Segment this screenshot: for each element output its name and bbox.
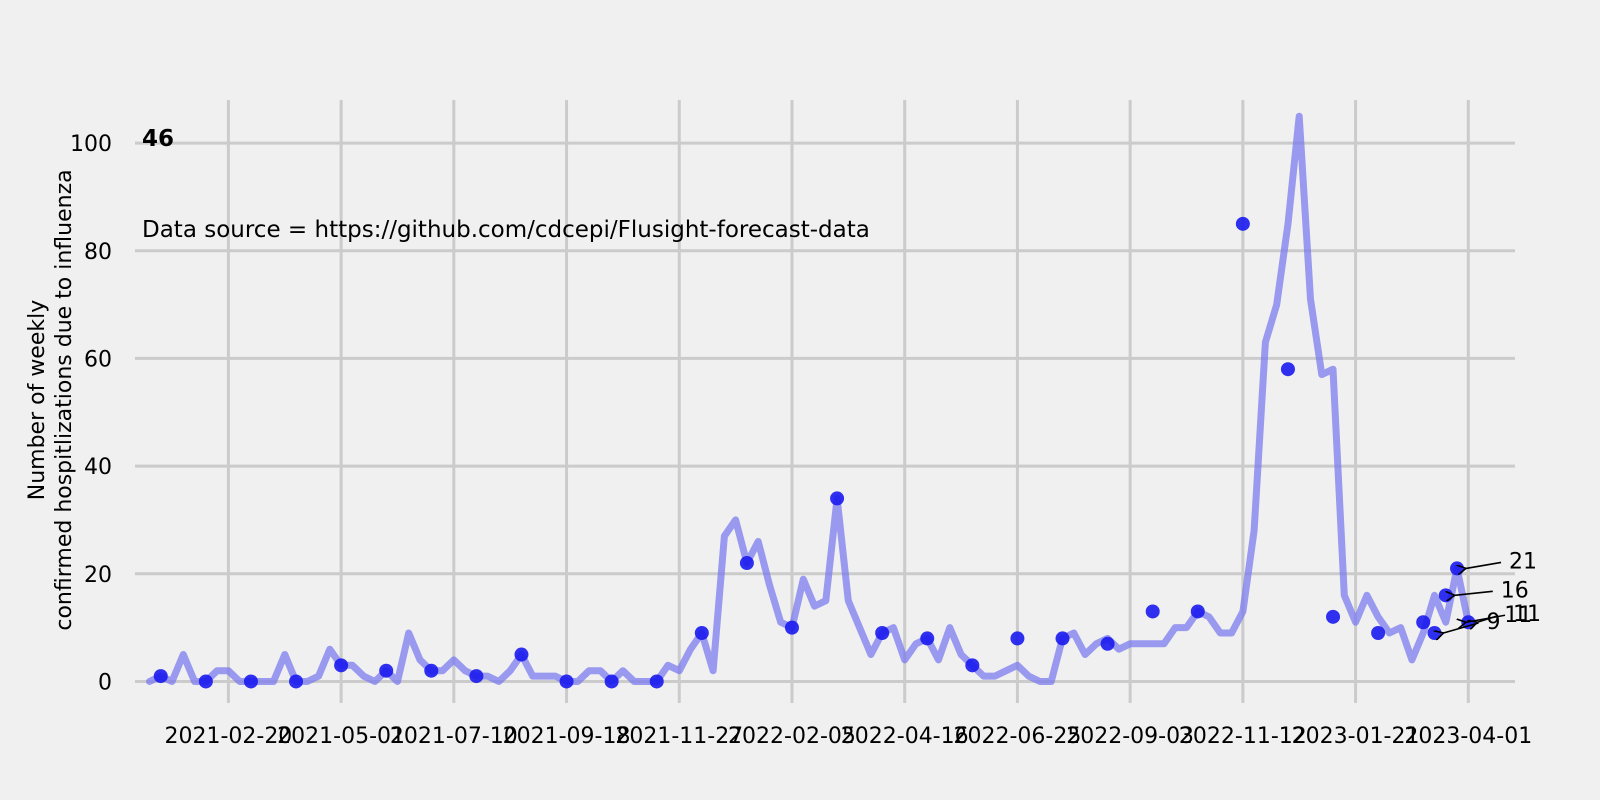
x-tick-label: 2022-04-16 — [841, 724, 969, 749]
annotation-arrow — [1443, 622, 1479, 633]
series-line — [146, 112, 1472, 685]
data-point-marker — [559, 674, 574, 689]
x-tick-label: 2022-02-05 — [728, 724, 856, 749]
annotation-arrow — [1466, 561, 1502, 568]
data-point-marker — [379, 663, 394, 678]
data-point-marker — [1416, 615, 1431, 630]
data-point-marker — [424, 663, 439, 678]
x-tick-label: 2021-09-18 — [503, 724, 631, 749]
annotation-label: 11 — [1513, 602, 1541, 627]
data-point-marker — [1100, 636, 1115, 651]
x-tick-label: 2022-11-12 — [1179, 724, 1307, 749]
data-point-marker — [965, 658, 980, 673]
data-point-marker — [1438, 588, 1453, 603]
data-point-marker — [739, 556, 754, 571]
data-point-marker — [920, 631, 935, 646]
series-line-layer — [146, 112, 1472, 685]
data-point-marker — [153, 669, 168, 684]
annotation-arrow — [1466, 614, 1506, 622]
y-tick-label: 40 — [84, 455, 112, 480]
data-point-marker — [875, 626, 890, 641]
y-tick-label: 0 — [98, 670, 112, 695]
annotation-arrow — [1455, 590, 1493, 595]
annotation-label: 16 — [1501, 578, 1529, 603]
data-point-marker — [694, 626, 709, 641]
x-tick-label: 2022-09-03 — [1066, 724, 1194, 749]
data-point-marker — [784, 620, 799, 635]
data-point-marker — [1427, 626, 1442, 641]
marker-layer — [153, 216, 1476, 689]
annotation-label: 21 — [1509, 549, 1537, 574]
y-tick-label: 60 — [84, 347, 112, 372]
data-point-marker — [1145, 604, 1160, 619]
data-point-marker — [1280, 362, 1295, 377]
y-tick-label: 100 — [70, 132, 112, 157]
x-tick-label: 2023-01-21 — [1292, 724, 1420, 749]
y-axis-label-line2: confirmed hospitlizations due to influen… — [52, 169, 77, 630]
data-point-marker — [1190, 604, 1205, 619]
x-tick-label: 2021-05-01 — [277, 724, 405, 749]
y-tick-label: 20 — [84, 563, 112, 588]
data-point-marker — [469, 669, 484, 684]
data-point-marker — [1235, 216, 1250, 231]
data-point-marker — [1450, 561, 1465, 576]
data-point-marker — [1010, 631, 1025, 646]
corner-label: 46 — [142, 126, 174, 152]
data-point-marker — [334, 658, 349, 673]
grid — [135, 100, 1515, 703]
data-point-marker — [604, 674, 619, 689]
y-tick-label: 80 — [84, 240, 112, 265]
data-point-marker — [289, 674, 304, 689]
x-tick-label: 2021-02-20 — [164, 724, 292, 749]
data-point-marker — [514, 647, 529, 662]
data-point-marker — [830, 491, 845, 506]
data-point-marker — [1371, 626, 1386, 641]
data-point-marker — [198, 674, 213, 689]
data-point-marker — [649, 674, 664, 689]
annotation-label: 9 — [1486, 610, 1500, 635]
x-tick-label: 2023-04-01 — [1404, 724, 1532, 749]
tick-label-layer: 0 20 40 60 80 100 2021-02-202021-05-012021-07-… — [70, 132, 1532, 749]
y-axis-label-line1: Number of weekly — [25, 300, 50, 501]
data-source-annotation: Data source = https://github.com/cdcepi/… — [142, 217, 870, 243]
data-point-marker — [243, 674, 258, 689]
x-tick-label: 2021-11-27 — [615, 724, 743, 749]
annotation-label: 11 — [1504, 603, 1532, 628]
x-tick-label: 2021-07-10 — [390, 724, 518, 749]
x-tick-label: 2022-06-25 — [953, 724, 1081, 749]
data-point-marker — [1055, 631, 1070, 646]
data-point-marker — [1326, 609, 1341, 624]
